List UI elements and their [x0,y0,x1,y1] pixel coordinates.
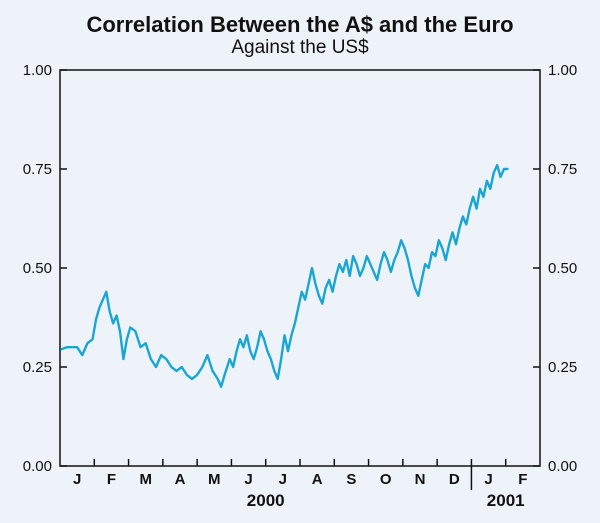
ytick-label-right: 0.75 [548,161,577,178]
correlation-series [62,165,508,387]
chart-svg: 0.00 0.00 0.25 0.25 0.50 0.50 0.75 0.75 1.00 1.00… [0,0,600,523]
xtick-label: A [312,471,323,488]
xtick-label: M [208,471,221,488]
chart-subtitle: Against the US$ [0,37,600,59]
ytick-label-left: 0.75 [23,161,52,178]
chart-container: Correlation Between the A$ and the Euro … [0,0,600,523]
xtick-label: J [244,471,252,488]
ytick-label-left: 0.00 [23,458,52,475]
ytick-label-right: 0.50 [548,260,577,277]
xtick-label: S [346,471,356,488]
xtick-label: O [380,471,392,488]
xtick-label: F [107,471,116,488]
ytick-label-left: 1.00 [23,62,52,79]
xtick-label: M [139,471,152,488]
ytick-label-right: 0.00 [548,458,577,475]
chart-title: Correlation Between the A$ and the Euro [0,12,600,38]
year-label: 2001 [487,491,525,510]
ytick-label-right: 1.00 [548,62,577,79]
xtick-label: N [415,471,426,488]
plot-border [60,70,540,466]
xtick-label: J [279,471,287,488]
xtick-label: A [175,471,186,488]
ytick-label-right: 0.25 [548,359,577,376]
xtick-label: F [518,471,527,488]
xtick-label: D [449,471,460,488]
year-label: 2000 [247,491,285,510]
xtick-label: J [73,471,81,488]
xtick-label: J [484,471,492,488]
ytick-label-left: 0.25 [23,359,52,376]
ytick-label-left: 0.50 [23,260,52,277]
